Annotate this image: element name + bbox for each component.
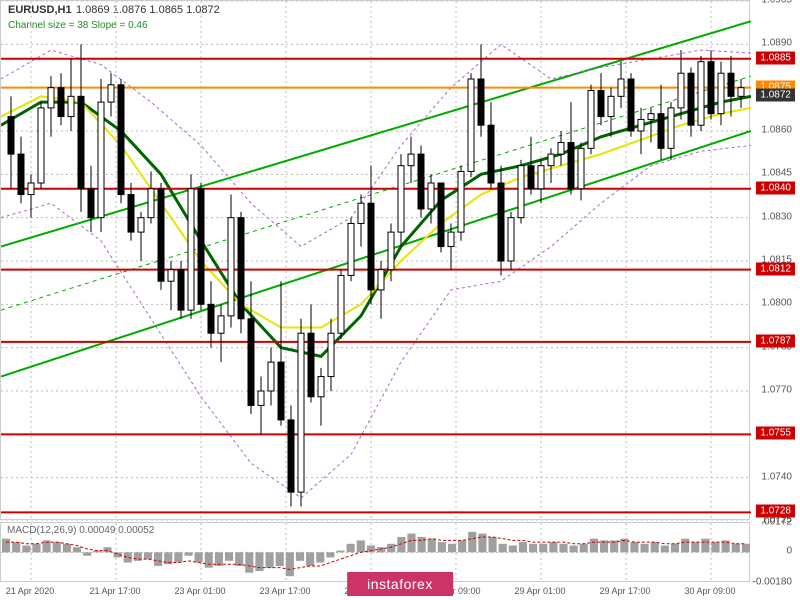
x-tick: 29 Apr 17:00 bbox=[599, 586, 650, 596]
x-tick: 21 Apr 2020 bbox=[6, 586, 55, 596]
chart-svg bbox=[1, 1, 751, 521]
x-tick: 23 Apr 17:00 bbox=[259, 586, 310, 596]
x-tick: 29 Apr 01:00 bbox=[514, 586, 565, 596]
price-level-tag: 1.0755 bbox=[756, 427, 795, 440]
x-axis bbox=[0, 504, 750, 522]
x-tick: 21 Apr 17:00 bbox=[89, 586, 140, 596]
macd-y-tick: 0 bbox=[786, 546, 792, 557]
price-level-tag: 1.0787 bbox=[756, 334, 795, 347]
y-tick: 1.0830 bbox=[761, 211, 792, 222]
y-tick: 1.0905 bbox=[761, 0, 792, 6]
y-tick: 1.0770 bbox=[761, 385, 792, 396]
main-price-chart bbox=[0, 0, 750, 520]
macd-y-tick: -0.00180 bbox=[753, 577, 792, 588]
y-tick: 1.0740 bbox=[761, 471, 792, 482]
watermark: instaforex bbox=[347, 572, 453, 596]
chart-container: EURUSD,H1 1.0869 1.0876 1.0865 1.0872 Ch… bbox=[0, 0, 800, 600]
macd-y-tick: .00172 bbox=[761, 517, 792, 528]
y-axis: 1.07251.07401.07551.07701.07851.08001.08… bbox=[750, 0, 800, 520]
price-level-tag: 1.0812 bbox=[756, 262, 795, 275]
y-tick: 1.0845 bbox=[761, 168, 792, 179]
macd-y-axis: -0.001800.00172 bbox=[750, 522, 800, 582]
current-price-tag: 1.0872 bbox=[756, 89, 795, 102]
y-tick: 1.0860 bbox=[761, 125, 792, 136]
price-level-tag: 1.0885 bbox=[756, 51, 795, 64]
y-tick: 1.0890 bbox=[761, 38, 792, 49]
x-tick: 23 Apr 01:00 bbox=[174, 586, 225, 596]
price-level-tag: 1.0840 bbox=[756, 181, 795, 194]
x-tick: 30 Apr 09:00 bbox=[684, 586, 735, 596]
y-tick: 1.0800 bbox=[761, 298, 792, 309]
